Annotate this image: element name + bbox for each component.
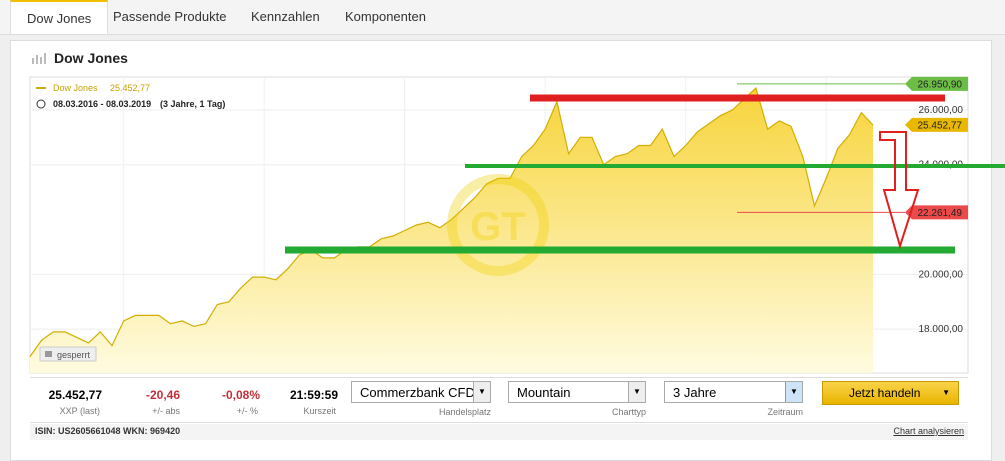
- clock-icon: [36, 99, 46, 109]
- tab[interactable]: Passende Produkte: [113, 9, 227, 24]
- y-tick-label: 18.000,00: [919, 324, 964, 335]
- price-tag: [905, 76, 968, 91]
- time-label: Kurszeit: [303, 406, 336, 416]
- select-label: Zeitraum: [767, 407, 803, 417]
- pct-label: +/- %: [236, 406, 258, 416]
- tab-bar: [0, 0, 1005, 35]
- button-text: Jetzt handeln: [849, 386, 921, 400]
- select[interactable]: Commerzbank CFD ▼: [351, 381, 491, 403]
- trade-button[interactable]: Jetzt handeln ▼: [822, 381, 959, 405]
- price-tag: [905, 117, 968, 132]
- tab[interactable]: Dow Jones: [10, 0, 109, 34]
- abs-label: +/- abs: [152, 406, 180, 416]
- annotation-arrow: [879, 131, 920, 250]
- select-label: Handelsplatz: [438, 407, 491, 417]
- panel-title: Dow Jones: [54, 50, 128, 66]
- watermark: GT: [447, 174, 549, 276]
- date-range: 08.03.2016 - 08.03.2019: [53, 99, 151, 109]
- price-tag: [905, 205, 968, 220]
- footer: [30, 424, 968, 440]
- select-value: Commerzbank CFD: [360, 385, 475, 400]
- price-tag-label: 22.261,49: [918, 208, 963, 219]
- pct: -0,08%: [221, 388, 260, 402]
- area: [30, 88, 873, 373]
- last-label: XXP (last): [59, 406, 100, 416]
- select-value: 3 Jahre: [673, 385, 717, 400]
- time: 21:59:59: [289, 388, 338, 402]
- select[interactable]: Mountain ▼: [508, 381, 646, 403]
- badge-text: gesperrt: [57, 350, 91, 360]
- badge: [39, 346, 97, 362]
- select-value: Mountain: [517, 385, 571, 400]
- tab[interactable]: Kennzahlen: [251, 9, 320, 24]
- abs: -20,46: [145, 388, 180, 402]
- analyse-link[interactable]: Chart analysieren: [893, 426, 964, 436]
- identifiers: ISIN: US2605661048 WKN: 969420: [35, 426, 181, 436]
- dropdown: ▼: [473, 382, 490, 402]
- y-tick-label: 26.000,00: [919, 105, 964, 116]
- dropdown: ▼: [628, 382, 645, 402]
- last: 25.452,77: [48, 388, 102, 402]
- lock-icon: [45, 351, 52, 357]
- svg-text:GT: GT: [470, 205, 526, 249]
- tab[interactable]: Komponenten: [345, 9, 426, 24]
- select[interactable]: 3 Jahre ▼: [664, 381, 803, 403]
- legend-name: Dow Jones: [53, 83, 98, 93]
- period: (3 Jahre, 1 Tag): [160, 99, 225, 109]
- line: [29, 86, 874, 357]
- info-bar: [30, 377, 968, 423]
- select-label: Charttyp: [611, 407, 646, 417]
- y-tick-label: 20.000,00: [919, 269, 964, 280]
- dropdown: ▼: [785, 382, 802, 402]
- legend-value: 25.452,77: [110, 83, 150, 93]
- bar-icon: [32, 53, 46, 64]
- price-tag-label: 25.452,77: [918, 120, 963, 131]
- price-tag-label: 26.950,90: [918, 79, 963, 90]
